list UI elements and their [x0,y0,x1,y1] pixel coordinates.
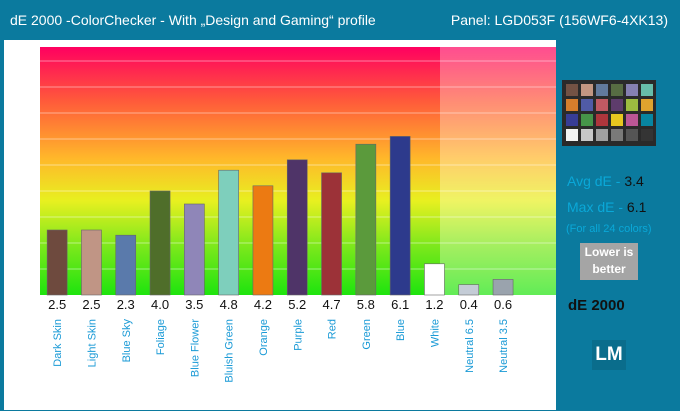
x-tick-label: Orange [258,319,270,356]
y-tick-label: 4.0 [8,183,28,199]
x-tick-label: Light Skin [86,319,98,367]
lower-line-1: Lower is [584,245,634,259]
bar [458,284,480,296]
checker-swatch [641,84,653,96]
data-label: 4.8 [220,297,238,312]
x-tick-label: Neutral 6.5 [464,319,476,373]
data-label: 1.2 [425,297,443,312]
data-label: 4.0 [151,297,169,312]
bar [286,159,308,296]
bar [218,169,239,296]
x-tick-label: Blue [395,319,407,341]
y-tick-label: 8.0 [8,79,28,95]
bar [184,203,205,296]
checker-swatch [611,99,623,111]
checker-swatch [566,129,578,141]
y-tick-label: 3.0 [8,209,28,225]
y-tick-label: 7.0 [8,105,28,121]
data-label: 2.5 [48,297,66,312]
x-tick-label: Blue Flower [189,319,201,377]
checker-swatch [641,129,653,141]
y-tick-label: 9.0 [8,53,28,69]
x-tick-label: Purple [292,319,304,351]
bar [46,229,68,296]
bar [149,190,171,296]
x-tick-label: Neutral 3.5 [498,319,510,373]
checker-swatch [641,99,653,111]
panel-label: Panel: LGD053F (156WF6-4XK13) [450,12,668,28]
checker-swatch [581,99,593,111]
checker-swatch [596,84,608,96]
x-tick-label: White [429,319,441,347]
checker-swatch [566,84,578,96]
neutral-section [440,47,556,295]
checker-swatch [626,99,638,111]
checker-swatch [641,114,653,126]
checker-swatch [611,114,623,126]
bar [492,279,514,296]
y-tick-label: 1.0 [8,261,28,277]
max-de-label: Max dE - 6.1 [567,199,647,215]
checker-swatch [596,114,608,126]
x-tick-label: Green [361,319,373,350]
checker-swatch [596,129,608,141]
data-label: 2.3 [117,297,135,312]
checker-swatch [566,99,578,111]
chart-title: dE 2000 -ColorChecker - With „Design and… [10,12,376,28]
color-checker-card [562,80,656,146]
avg-de-label: Avg dE - 3.4 [567,173,644,189]
data-label: 6.1 [391,297,409,312]
data-label: 5.2 [288,297,306,312]
lower-is-better-badge: Lower is better [580,243,638,280]
y-tick-label: 5.0 [8,157,28,173]
bar [115,234,137,296]
data-label: 4.2 [254,297,272,312]
data-label: 5.8 [357,297,375,312]
bar [355,143,377,296]
y-tick-label: 6.0 [8,131,28,147]
checker-swatch [626,129,638,141]
y-tick-label: 2.0 [8,235,28,251]
checker-swatch [596,99,608,111]
x-tick-label: Red [327,319,339,339]
lower-line-2: better [592,262,626,276]
checker-swatch [626,84,638,96]
laptopmedia-logo: LM [592,340,626,370]
checker-swatch [626,114,638,126]
x-tick-label: Blue Sky [121,319,133,363]
bar [321,172,342,296]
x-tick-label: Bluish Green [224,319,236,383]
data-label: 4.7 [323,297,341,312]
checker-swatch [581,84,593,96]
x-tick-label: Dark Skin [52,319,64,367]
checker-swatch [581,114,593,126]
all-colors-note: (For all 24 colors) [566,223,652,235]
data-label: 2.5 [82,297,100,312]
data-label: 0.6 [494,297,512,312]
bar [424,263,445,296]
checker-swatch [611,129,623,141]
checker-swatch [566,114,578,126]
bar [252,185,274,296]
bar [81,229,102,296]
data-label: 0.4 [460,297,478,312]
x-tick-label: Foliage [155,319,167,355]
bar [389,136,411,296]
metric-label: dE 2000 [568,297,625,314]
checker-swatch [611,84,623,96]
data-label: 3.5 [185,297,203,312]
checker-swatch [581,129,593,141]
